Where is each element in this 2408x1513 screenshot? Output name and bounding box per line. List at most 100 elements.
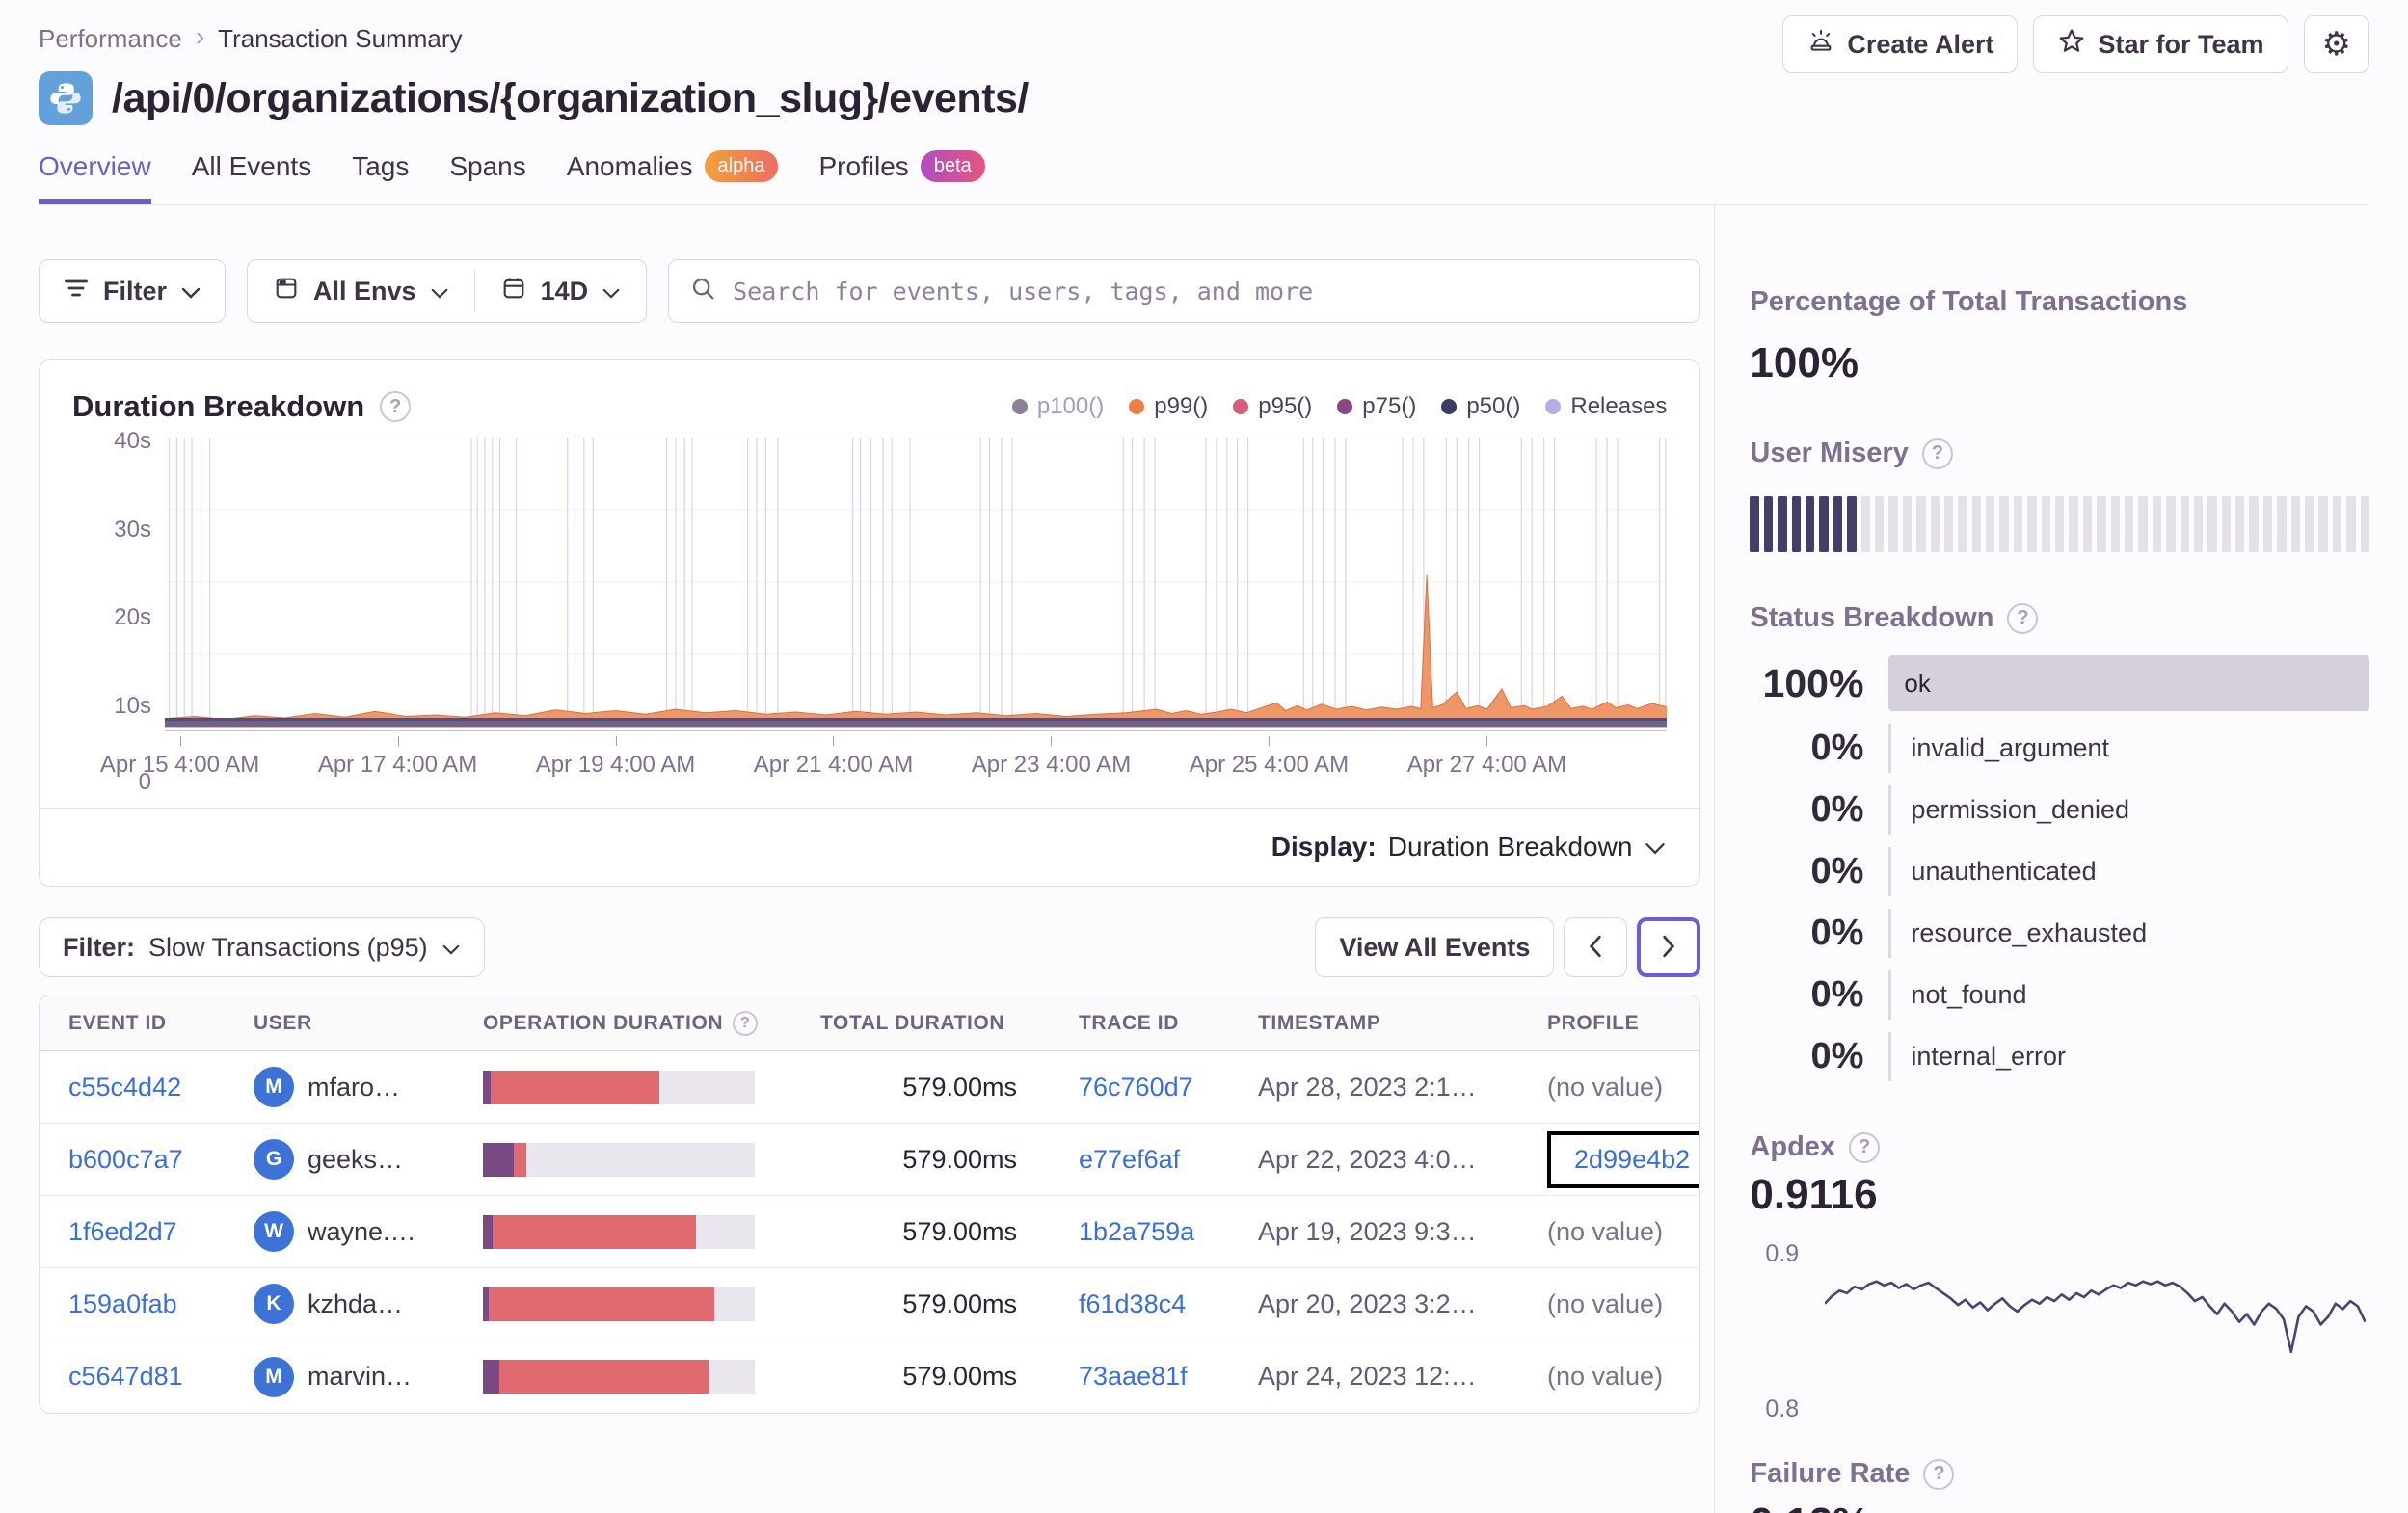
legend-dot [1545, 399, 1562, 414]
tab-profiles[interactable]: Profiles beta [818, 150, 985, 204]
user-misery-section: User Misery ? [1750, 438, 2369, 552]
star-for-team-button[interactable]: Star for Team [2033, 15, 2288, 73]
trace-id-link[interactable]: 73aae81f [1079, 1362, 1188, 1391]
tab-overview[interactable]: Overview [39, 150, 151, 204]
misery-tick [1819, 496, 1829, 552]
event-id-link[interactable]: 1f6ed2d7 [68, 1216, 177, 1246]
misery-tick [1860, 496, 1870, 552]
apdex-sparkline: 0.9 0.8 [1750, 1231, 2369, 1423]
breadcrumb-performance[interactable]: Performance [39, 23, 182, 53]
event-id-link[interactable]: b600c7a7 [68, 1144, 183, 1174]
misery-tick [1750, 496, 1759, 552]
display-label: Display: [1271, 832, 1377, 862]
y-axis-label: 10s [114, 692, 151, 719]
environment-dropdown[interactable]: All Envs [248, 260, 474, 322]
date-range-dropdown[interactable]: 14D [475, 260, 647, 322]
column-header-profile[interactable]: PROFILE [1518, 1012, 1699, 1035]
status-percent: 0% [1810, 789, 1864, 830]
tab-spans[interactable]: Spans [449, 150, 525, 204]
help-icon[interactable]: ? [1849, 1131, 1881, 1163]
help-icon[interactable]: ? [733, 1010, 759, 1036]
duration-breakdown-plot[interactable] [165, 438, 1668, 736]
user-avatar: K [254, 1284, 294, 1324]
status-breakdown-section: Status Breakdown ? 100% ok 0% invalid_argum… [1750, 602, 2369, 1081]
status-label[interactable]: internal_error [1888, 1032, 2369, 1081]
event-id-link[interactable]: c55c4d42 [68, 1072, 182, 1102]
column-header-event-id[interactable]: EVENT ID [40, 1012, 225, 1035]
previous-page-button[interactable] [1564, 917, 1628, 977]
trace-id-cell: 1b2a759a [1050, 1217, 1229, 1247]
next-page-button[interactable] [1637, 917, 1701, 977]
view-all-events-button[interactable]: View All Events [1315, 917, 1555, 977]
legend-item-p100[interactable]: p100() [1011, 393, 1104, 420]
help-icon[interactable]: ? [1923, 1458, 1955, 1490]
legend-item-p95[interactable]: p95() [1233, 393, 1312, 420]
misery-tick [2166, 496, 2176, 552]
status-label[interactable]: invalid_argument [1888, 724, 2369, 773]
status-label[interactable]: unauthenticated [1888, 847, 2369, 896]
user-name: kzhda… [308, 1288, 404, 1318]
profile-no-value: (no value) [1547, 1072, 1664, 1102]
status-row-internal_error: 0% internal_error [1750, 1032, 2369, 1081]
x-axis-label: Apr 17 4:00 AM [317, 752, 478, 778]
trace-id-link[interactable]: 76c760d7 [1079, 1072, 1193, 1102]
legend-item-p75[interactable]: p75() [1337, 393, 1416, 420]
status-label[interactable]: permission_denied [1888, 785, 2369, 835]
help-icon[interactable]: ? [2007, 602, 2039, 634]
display-dropdown[interactable]: Display: Duration Breakdown [1271, 832, 1668, 863]
transactions-filter-dropdown[interactable]: Filter: Slow Transactions (p95) [39, 917, 485, 977]
duration-breakdown-card: Duration Breakdown ? p100() p99() p95() p75… [39, 359, 1701, 887]
misery-tick [1986, 496, 1995, 552]
trace-id-link[interactable]: f61d38c4 [1079, 1288, 1187, 1318]
transactions-filter-label: Filter: [63, 932, 136, 962]
op-duration-segment-purple [483, 1360, 499, 1394]
operation-duration-bar [483, 1142, 755, 1177]
chevron-down-icon [180, 277, 201, 306]
y-axis-label: 0 [138, 769, 151, 796]
column-header-label: TOTAL DURATION [820, 1011, 1005, 1034]
tab-tags[interactable]: Tags [352, 150, 409, 204]
status-label[interactable]: resource_exhausted [1888, 909, 2369, 958]
column-header-total-duration[interactable]: TOTAL DURATION [791, 1012, 1050, 1035]
legend-item-Releases[interactable]: Releases [1545, 393, 1667, 420]
help-icon[interactable]: ? [380, 391, 412, 422]
column-header-operation-duration[interactable]: OPERATION DURATION? [454, 1010, 791, 1036]
percentage-title: Percentage of Total Transactions [1750, 286, 2188, 317]
status-bar-ok[interactable]: ok [1888, 655, 2369, 711]
event-id-link[interactable]: c5647d81 [68, 1362, 183, 1391]
tab-anomalies[interactable]: Anomalies alpha [567, 150, 779, 204]
create-alert-button[interactable]: Create Alert [1782, 15, 2019, 73]
search-bar[interactable] [668, 259, 1701, 323]
event-id-link[interactable]: 159a0fab [68, 1288, 177, 1318]
legend-item-p99[interactable]: p99() [1129, 393, 1208, 420]
legend-item-p50[interactable]: p50() [1441, 393, 1520, 420]
column-header-trace-id[interactable]: TRACE ID [1050, 1012, 1229, 1035]
status-row-resource_exhausted: 0% resource_exhausted [1750, 909, 2369, 958]
status-percent: 0% [1810, 851, 1864, 891]
settings-button[interactable]: ⚙ [2303, 15, 2369, 73]
trace-id-cell: 76c760d7 [1050, 1073, 1229, 1102]
misery-tick [1778, 496, 1787, 552]
column-header-timestamp[interactable]: TIMESTAMP [1229, 1012, 1518, 1035]
date-range-label: 14D [540, 276, 589, 305]
status-row-permission_denied: 0% permission_denied [1750, 785, 2369, 835]
misery-tick [1763, 496, 1774, 552]
misery-tick [1847, 496, 1857, 552]
misery-tick [2318, 496, 2328, 552]
help-icon[interactable]: ? [1921, 438, 1953, 469]
filter-dropdown[interactable]: Filter [39, 259, 227, 323]
status-label[interactable]: not_found [1888, 970, 2369, 1020]
misery-tick [2055, 496, 2065, 552]
column-header-user[interactable]: USER [225, 1012, 454, 1035]
op-duration-segment-red [491, 1070, 660, 1104]
tab-all-events[interactable]: All Events [192, 150, 312, 204]
trace-id-link[interactable]: 1b2a759a [1079, 1216, 1195, 1246]
trace-id-link[interactable]: e77ef6af [1079, 1144, 1181, 1174]
misery-tick [2360, 496, 2369, 552]
profile-link[interactable]: 2d99e4b2 [1574, 1144, 1691, 1174]
column-header-label: PROFILE [1547, 1011, 1640, 1034]
operation-duration-bar [483, 1360, 755, 1394]
search-input[interactable] [733, 277, 1679, 305]
